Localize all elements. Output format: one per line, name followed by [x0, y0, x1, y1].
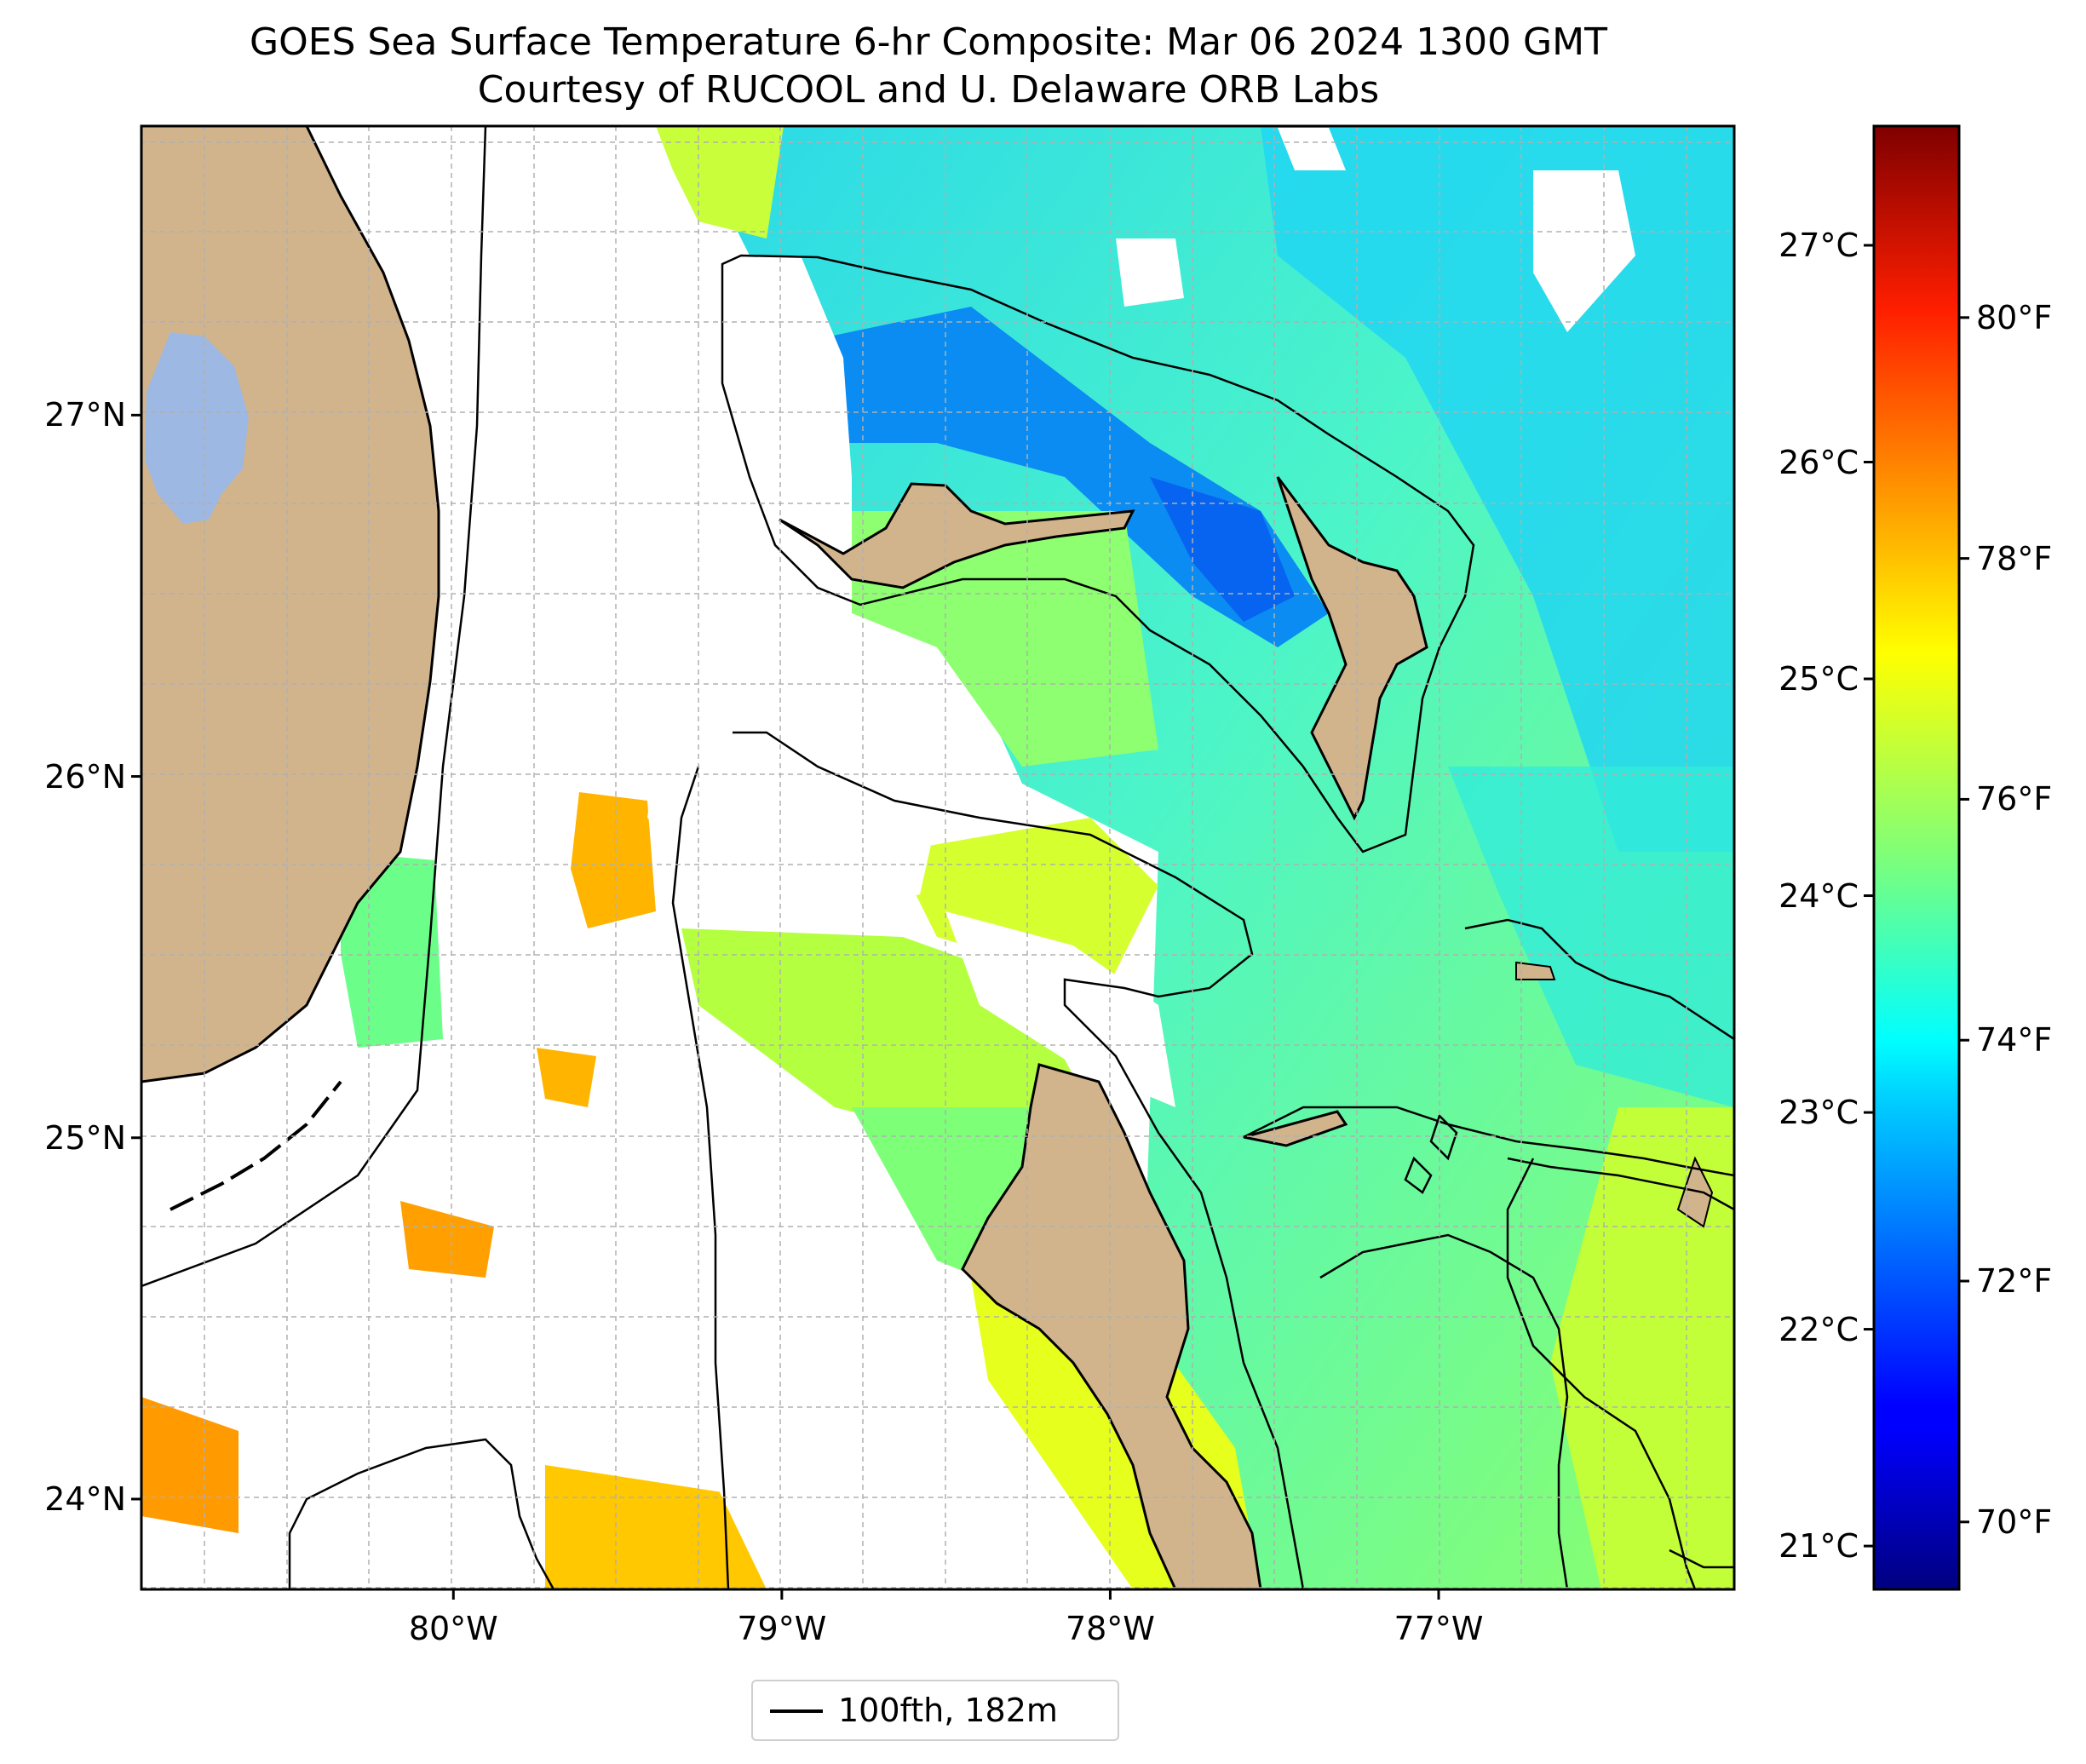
- fahrenheit-tick-label: 72°F: [1976, 1262, 2053, 1301]
- map-plot-area: [141, 126, 1734, 1589]
- island-small-3: [1676, 1156, 1714, 1228]
- map-title-line-2: Courtesy of RUCOOL and U. Delaware ORB L…: [477, 68, 1380, 112]
- celsius-tick-label: 21°C: [1779, 1527, 1859, 1566]
- celsius-tick-label: 24°C: [1779, 876, 1859, 915]
- isobath-contours: [141, 126, 1734, 1589]
- lat-tick-label: 26°N: [44, 757, 126, 796]
- lon-tick-label: 77°W: [1394, 1610, 1484, 1647]
- lat-tick-label: 27°N: [44, 396, 126, 434]
- lon-tick-label: 80°W: [408, 1610, 498, 1647]
- fahrenheit-tick-label: 76°F: [1976, 780, 2053, 819]
- lon-tick-label: 79°W: [737, 1610, 827, 1647]
- island-small-1: [1243, 1110, 1348, 1147]
- map-frame: [140, 124, 1736, 1591]
- isobath-legend: 100fth, 182m: [751, 1680, 1119, 1741]
- fahrenheit-tick-label: 74°F: [1976, 1021, 2053, 1060]
- fahrenheit-tick-label: 70°F: [1976, 1503, 2053, 1541]
- andros-land: [961, 1063, 1262, 1589]
- legend-label: 100fth, 182m: [838, 1692, 1058, 1729]
- florida-keys: [170, 1080, 342, 1211]
- celsius-tick-label: 23°C: [1779, 1094, 1859, 1132]
- island-small-2: [1515, 961, 1556, 980]
- colorbar-gradient: [1872, 124, 1961, 1591]
- lake-okeechobee: [145, 332, 249, 524]
- celsius-tick-label: 26°C: [1779, 443, 1859, 481]
- grand-bahama-land: [779, 482, 1135, 589]
- lat-tick-label: 24°N: [44, 1480, 126, 1518]
- lon-tick-label: 78°W: [1065, 1610, 1155, 1647]
- fahrenheit-tick-label: 80°F: [1976, 298, 2053, 336]
- tick-marks: [131, 244, 1969, 1600]
- abaco-land: [1276, 476, 1428, 821]
- map-title-line-1: GOES Sea Surface Temperature 6-hr Compos…: [249, 20, 1607, 64]
- celsius-tick-label: 25°C: [1779, 660, 1859, 698]
- fahrenheit-tick-label: 78°F: [1976, 539, 2053, 577]
- celsius-tick-label: 27°C: [1779, 226, 1859, 264]
- celsius-tick-label: 22°C: [1779, 1310, 1859, 1348]
- lat-tick-label: 25°N: [44, 1118, 126, 1157]
- legend-line-swatch: [770, 1709, 823, 1713]
- map-gridlines: [141, 126, 1734, 1589]
